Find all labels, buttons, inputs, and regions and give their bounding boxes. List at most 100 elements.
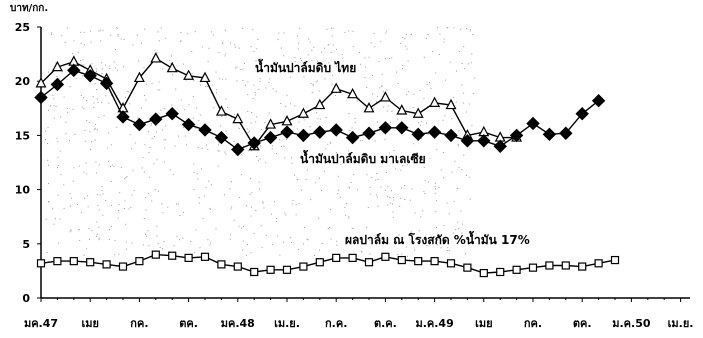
- speckle-dot: [310, 199, 312, 201]
- speckle-dot: [426, 122, 427, 124]
- speckle-dot: [88, 228, 90, 229]
- speckle-dot: [163, 108, 165, 110]
- speckle-dot: [118, 204, 120, 206]
- speckle-dot: [45, 130, 46, 132]
- speckle-dot: [156, 159, 158, 161]
- data-point-malaysia-crude-palm-oil: [198, 123, 212, 137]
- speckle-dot: [269, 78, 271, 80]
- speckle-dot: [188, 104, 190, 106]
- speckle-dot: [207, 239, 209, 241]
- speckle-dot: [469, 29, 471, 31]
- speckle-dot: [96, 172, 97, 174]
- speckle-dot: [186, 79, 187, 81]
- speckle-dot: [241, 227, 243, 229]
- speckle-dot: [242, 79, 244, 81]
- speckle-dot: [101, 186, 103, 188]
- y-tick-label: 15: [15, 129, 30, 142]
- speckle-dot: [116, 126, 118, 128]
- speckle-dot: [261, 129, 262, 131]
- x-tick-label: มค.48: [221, 317, 255, 330]
- speckle-dot: [159, 247, 161, 248]
- speckle-dot: [84, 197, 86, 199]
- speckle-dot: [283, 145, 285, 147]
- speckle-dot: [148, 152, 150, 153]
- speckle-dot: [161, 203, 163, 205]
- speckle-dot: [428, 181, 429, 183]
- speckle-dot: [291, 157, 293, 159]
- speckle-dot: [429, 81, 430, 83]
- speckle-dot: [387, 196, 389, 198]
- speckle-dot: [234, 46, 236, 48]
- data-point-malaysia-crude-palm-oil: [329, 123, 343, 137]
- speckle-dot: [197, 147, 199, 149]
- speckle-dot: [79, 240, 81, 241]
- speckle-dot: [471, 242, 473, 244]
- speckle-dot: [456, 70, 457, 72]
- speckle-dot: [375, 194, 377, 196]
- speckle-dot: [164, 125, 166, 127]
- speckle-dot: [451, 171, 453, 173]
- speckle-dot: [330, 142, 332, 144]
- speckle-dot: [81, 106, 83, 108]
- speckle-dot: [440, 247, 442, 249]
- data-point-malaysia-crude-palm-oil: [575, 107, 589, 121]
- speckle-dot: [84, 140, 86, 142]
- speckle-dot: [57, 156, 59, 158]
- speckle-dot: [302, 243, 304, 245]
- speckle-dot: [457, 221, 459, 223]
- speckle-dot: [205, 187, 207, 189]
- speckle-dot: [413, 143, 415, 145]
- speckle-dot: [96, 235, 97, 237]
- data-point-palm-fruit-mill: [463, 263, 472, 272]
- data-point-malaysia-crude-palm-oil: [362, 126, 376, 140]
- speckle-dot: [384, 139, 386, 141]
- speckle-dot: [76, 203, 78, 205]
- speckle-dot: [470, 62, 472, 64]
- x-tick-label: เมย: [475, 317, 492, 330]
- speckle-dot: [410, 231, 412, 233]
- speckle-dot: [72, 52, 73, 54]
- speckle-dot: [161, 247, 163, 249]
- speckle-dot: [56, 137, 58, 139]
- speckle-dot: [301, 60, 303, 61]
- speckle-dot: [259, 81, 261, 83]
- speckle-dot: [387, 204, 389, 206]
- speckle-dot: [360, 63, 362, 65]
- speckle-dot: [144, 28, 146, 30]
- data-point-malaysia-crude-palm-oil: [67, 63, 81, 78]
- speckle-dot: [240, 69, 242, 70]
- speckle-dot: [98, 30, 100, 32]
- speckle-dot: [246, 128, 248, 130]
- speckle-dot: [104, 64, 106, 66]
- speckle-dot: [392, 211, 394, 213]
- speckle-dot: [69, 86, 71, 88]
- speckle-dot: [69, 231, 71, 233]
- speckle-dot: [388, 152, 390, 154]
- speckle-dot: [381, 85, 382, 87]
- speckle-dot: [451, 118, 453, 120]
- speckle-dot: [452, 232, 454, 234]
- speckle-dot: [319, 249, 320, 251]
- speckle-dot: [259, 78, 261, 80]
- speckle-dot: [336, 65, 338, 67]
- speckle-dot: [242, 249, 244, 251]
- speckle-dot: [238, 225, 240, 227]
- speckle-dot: [474, 77, 476, 79]
- speckle-dot: [156, 131, 157, 133]
- speckle-dot: [442, 119, 444, 121]
- speckle-dot: [66, 107, 68, 109]
- data-point-malaysia-crude-palm-oil: [99, 76, 114, 91]
- x-tick-label: เม.ย.: [274, 317, 300, 330]
- speckle-dot: [298, 42, 300, 44]
- speckle-dot: [286, 139, 287, 141]
- speckle-dot: [100, 101, 102, 103]
- speckle-dot: [434, 185, 436, 187]
- speckle-dot: [327, 143, 329, 145]
- speckle-dot: [361, 140, 363, 142]
- speckle-dot: [401, 253, 403, 255]
- speckle-dot: [147, 230, 149, 232]
- speckle-dot: [63, 96, 65, 98]
- data-point-malaysia-crude-palm-oil: [345, 130, 360, 145]
- speckle-dot: [259, 188, 260, 190]
- speckle-dot: [111, 94, 112, 96]
